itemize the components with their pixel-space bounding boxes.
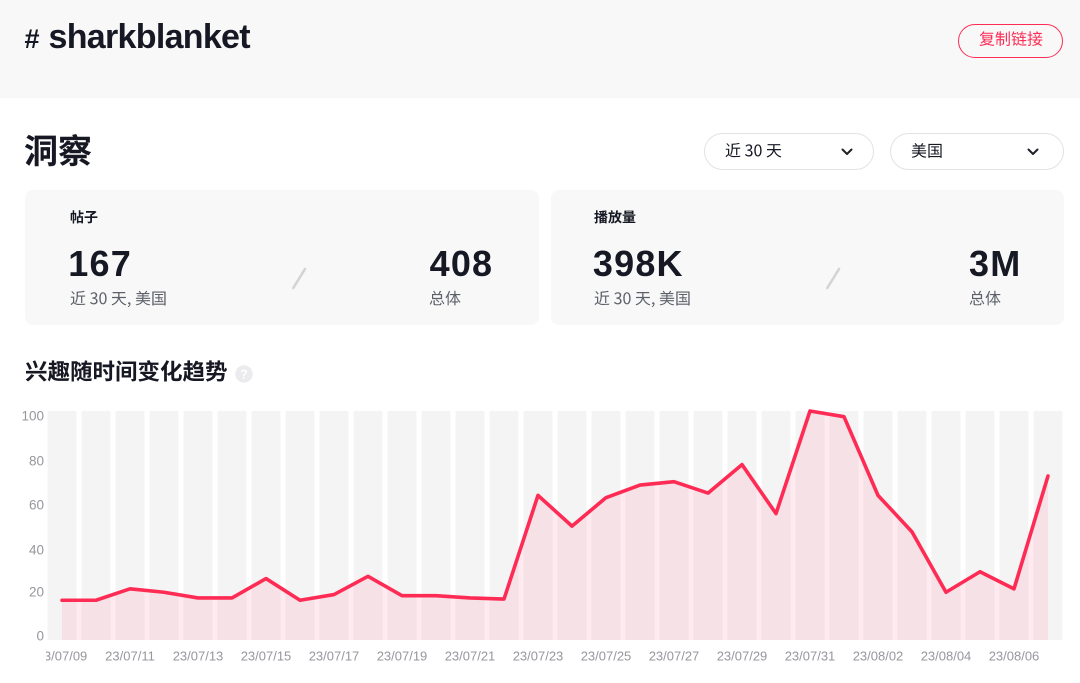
svg-text:23/07/25: 23/07/25 [581,649,632,664]
svg-text:23/07/11: 23/07/11 [105,649,155,664]
svg-text:23/08/02: 23/08/02 [853,649,904,664]
svg-text:23/07/31: 23/07/31 [785,649,836,664]
svg-text:100: 100 [21,409,44,424]
svg-text:23/07/13: 23/07/13 [173,649,224,664]
svg-text:80: 80 [29,454,44,469]
svg-text:23/07/27: 23/07/27 [649,649,700,664]
svg-text:40: 40 [29,543,44,558]
svg-text:20: 20 [29,585,44,600]
svg-text:23/07/17: 23/07/17 [309,649,360,664]
svg-text:0: 0 [36,629,44,644]
svg-text:23/07/15: 23/07/15 [241,649,292,664]
svg-text:60: 60 [29,498,44,513]
svg-text:23/07/19: 23/07/19 [377,649,428,664]
svg-text:23/07/09: 23/07/09 [46,649,87,664]
svg-text:23/08/06: 23/08/06 [989,649,1040,664]
svg-text:?: ? [240,367,248,381]
svg-text:23/08/04: 23/08/04 [921,649,972,664]
svg-text:23/07/23: 23/07/23 [513,649,564,664]
svg-text:23/07/29: 23/07/29 [717,649,768,664]
svg-text:23/07/21: 23/07/21 [445,649,496,664]
